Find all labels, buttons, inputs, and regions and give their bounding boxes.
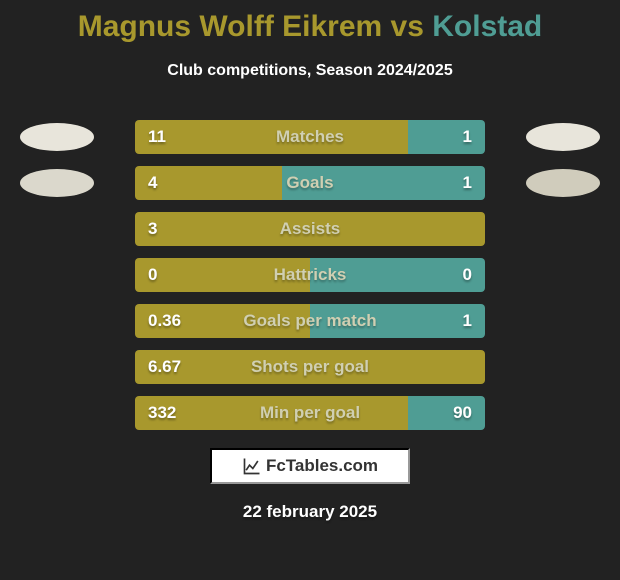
team-badge-right xyxy=(526,123,600,151)
bar-left xyxy=(135,258,310,292)
bar-left xyxy=(135,166,282,200)
bar-left xyxy=(135,212,485,246)
bar-track xyxy=(135,396,485,430)
stats-rows: 11 1 Matches 4 1 Goals 3 Assists xyxy=(0,120,620,442)
stat-row-matches: 11 1 Matches xyxy=(0,120,620,166)
comparison-card: Magnus Wolff Eikrem vs Kolstad Club comp… xyxy=(0,0,620,580)
stat-row-min-per-goal: 332 90 Min per goal xyxy=(0,396,620,442)
bar-track xyxy=(135,166,485,200)
title-left-player: Magnus Wolff Eikrem xyxy=(78,10,382,43)
stat-row-shots-per-goal: 6.67 Shots per goal xyxy=(0,350,620,396)
footer-date: 22 february 2025 xyxy=(0,502,620,522)
page-title: Magnus Wolff Eikrem vs Kolstad xyxy=(0,0,620,44)
title-right-player: Kolstad xyxy=(432,10,542,43)
team-badge-left xyxy=(20,123,94,151)
bar-track xyxy=(135,212,485,246)
team-badge-right xyxy=(526,169,600,197)
bar-left xyxy=(135,120,408,154)
subtitle: Club competitions, Season 2024/2025 xyxy=(0,62,620,80)
bar-track xyxy=(135,120,485,154)
stat-row-goals-per-match: 0.36 1 Goals per match xyxy=(0,304,620,350)
bar-track xyxy=(135,258,485,292)
bar-left xyxy=(135,350,485,384)
stat-row-assists: 3 Assists xyxy=(0,212,620,258)
bar-left xyxy=(135,396,408,430)
bar-left xyxy=(135,304,310,338)
stat-row-goals: 4 1 Goals xyxy=(0,166,620,212)
brand-chip[interactable]: FcTables.com xyxy=(210,448,410,484)
stat-row-hattricks: 0 0 Hattricks xyxy=(0,258,620,304)
team-badge-left xyxy=(20,169,94,197)
title-separator: vs xyxy=(382,10,432,43)
bar-right xyxy=(408,120,485,154)
bar-right xyxy=(310,304,485,338)
bar-track xyxy=(135,350,485,384)
bar-right xyxy=(282,166,485,200)
bar-right xyxy=(408,396,485,430)
brand-text: FcTables.com xyxy=(266,456,378,476)
chart-icon xyxy=(242,456,262,476)
bar-track xyxy=(135,304,485,338)
bar-right xyxy=(310,258,485,292)
